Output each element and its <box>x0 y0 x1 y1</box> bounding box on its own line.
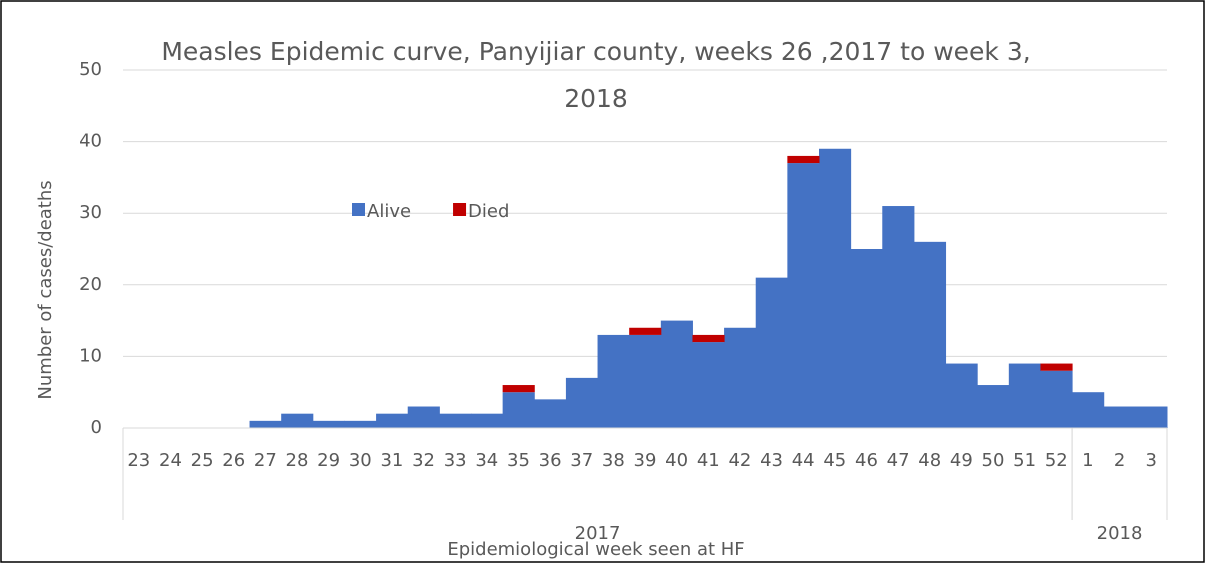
x-tick-label: 38 <box>602 450 625 471</box>
x-tick-label: 44 <box>792 450 815 471</box>
bar-segment <box>819 148 852 428</box>
bar-segment <box>945 363 978 428</box>
bar-segment <box>755 277 788 428</box>
bar-segment <box>1040 370 1073 428</box>
x-tick-label: 29 <box>317 450 340 471</box>
x-tick-label: 37 <box>570 450 593 471</box>
bar-segment <box>913 241 947 428</box>
x-tick-label: 52 <box>1045 450 1068 471</box>
x-tick-label: 28 <box>286 450 309 471</box>
x-tick-label: 49 <box>950 450 973 471</box>
x-tick-label: 23 <box>127 450 150 471</box>
y-tick-label: 0 <box>91 417 102 438</box>
bar-segment <box>882 206 915 428</box>
bar-segment <box>1008 363 1041 428</box>
bar-segment <box>724 327 757 428</box>
bar-segment <box>629 327 662 335</box>
bar-segment <box>376 413 409 428</box>
bar-segment <box>502 385 535 393</box>
bar-segment <box>787 155 820 164</box>
bar-segment <box>660 320 693 428</box>
bar-segment <box>344 420 377 428</box>
x-tick-label: 46 <box>855 450 878 471</box>
x-tick-label: 26 <box>222 450 245 471</box>
bar-segment <box>977 385 1010 428</box>
y-tick-label: 30 <box>79 202 102 223</box>
x-tick-label: 40 <box>665 450 688 471</box>
group-label: 2018 <box>1097 523 1143 544</box>
x-tick-label: 3 <box>1145 450 1156 471</box>
bar-segment <box>312 420 345 428</box>
x-tick-label: 36 <box>539 450 562 471</box>
bar-segment <box>1040 363 1073 371</box>
x-tick-label: 25 <box>191 450 214 471</box>
legend-swatch <box>453 203 467 216</box>
bar-segment <box>692 334 725 343</box>
y-tick-label: 10 <box>79 345 102 366</box>
x-tick-label: 42 <box>728 450 751 471</box>
group-label: 2017 <box>575 523 621 544</box>
y-tick-label: 50 <box>79 59 102 80</box>
bar-segment <box>502 392 535 428</box>
x-tick-label: 47 <box>887 450 910 471</box>
x-tick-label: 30 <box>349 450 372 471</box>
bar-segment <box>850 249 883 428</box>
x-tick-label: 27 <box>254 450 277 471</box>
x-tick-label: 35 <box>507 450 530 471</box>
bar-segment <box>534 399 567 428</box>
x-tick-label: 39 <box>634 450 657 471</box>
legend-swatch <box>352 203 365 216</box>
x-axis-title: Epidemiological week seen at HF <box>447 539 744 560</box>
x-tick-label: 2 <box>1114 450 1125 471</box>
x-tick-label: 48 <box>918 450 941 471</box>
y-tick-label: 40 <box>79 131 102 152</box>
bar-segment <box>597 334 630 428</box>
y-tick-label: 20 <box>79 274 102 295</box>
x-tick-label: 43 <box>760 450 783 471</box>
bar-segment <box>1103 406 1136 428</box>
bar-segment <box>281 413 314 428</box>
x-tick-label: 41 <box>697 450 720 471</box>
bar-segment <box>439 413 472 428</box>
x-tick-label: 33 <box>444 450 467 471</box>
bar-segment <box>407 406 440 428</box>
x-tick-label: 50 <box>982 450 1005 471</box>
x-tick-label: 34 <box>475 450 498 471</box>
x-tick-label: 24 <box>159 450 182 471</box>
chart-title: Measles Epidemic curve, Panyijiar county… <box>161 37 1031 113</box>
bar-segment <box>629 334 662 428</box>
bar-segment <box>471 413 504 428</box>
legend-label: Alive <box>367 201 411 222</box>
x-tick-label: 1 <box>1082 450 1093 471</box>
x-tick-label: 31 <box>380 450 403 471</box>
x-tick-label: 51 <box>1013 450 1036 471</box>
bar-segment <box>1072 392 1105 428</box>
bar-segment <box>249 420 282 428</box>
bar-segment <box>1135 406 1168 428</box>
x-tick-label: 45 <box>823 450 846 471</box>
x-tick-label: 32 <box>412 450 435 471</box>
bar-segment <box>692 342 725 428</box>
bar-segment <box>787 163 820 428</box>
legend-label: Died <box>468 201 509 222</box>
y-axis-title: Number of cases/deaths <box>35 180 56 399</box>
bar-segment <box>565 377 599 428</box>
